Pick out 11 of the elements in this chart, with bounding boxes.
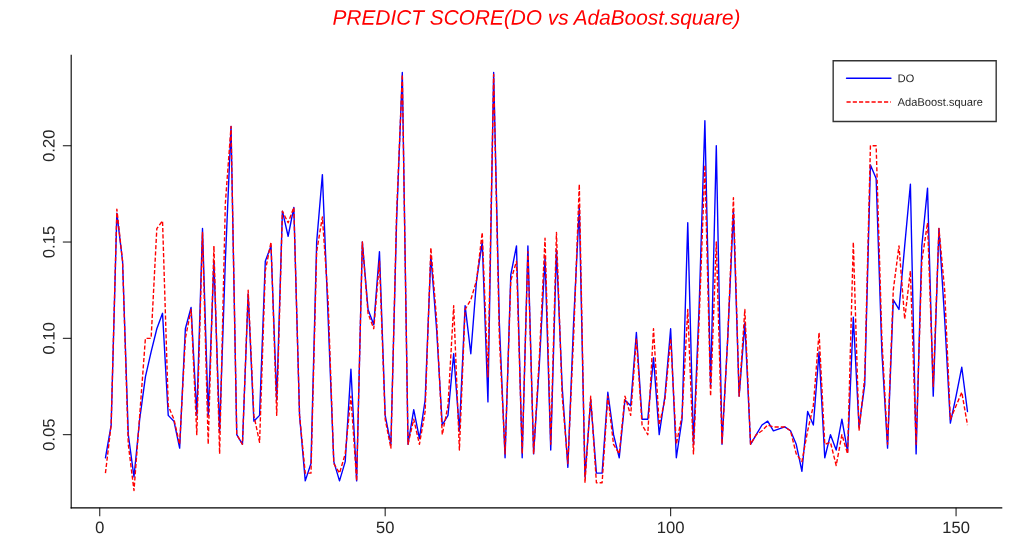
legend-label: AdaBoost.square (897, 97, 983, 109)
legend-label: DO (898, 74, 914, 83)
y-tick-label: 0.10 (42, 322, 55, 354)
x-tick-label: 0 (95, 521, 104, 534)
x-tick-label: 150 (943, 521, 970, 534)
x-tick-label: 50 (376, 521, 394, 534)
y-tick-label: 0.20 (42, 130, 55, 162)
x-tick-label: 100 (658, 521, 684, 534)
y-tick-label: 0.05 (42, 419, 55, 451)
y-tick-label: 0.15 (42, 226, 55, 258)
chart-title: PREDICT SCORE(DO vs AdaBoost.square) (333, 9, 740, 29)
